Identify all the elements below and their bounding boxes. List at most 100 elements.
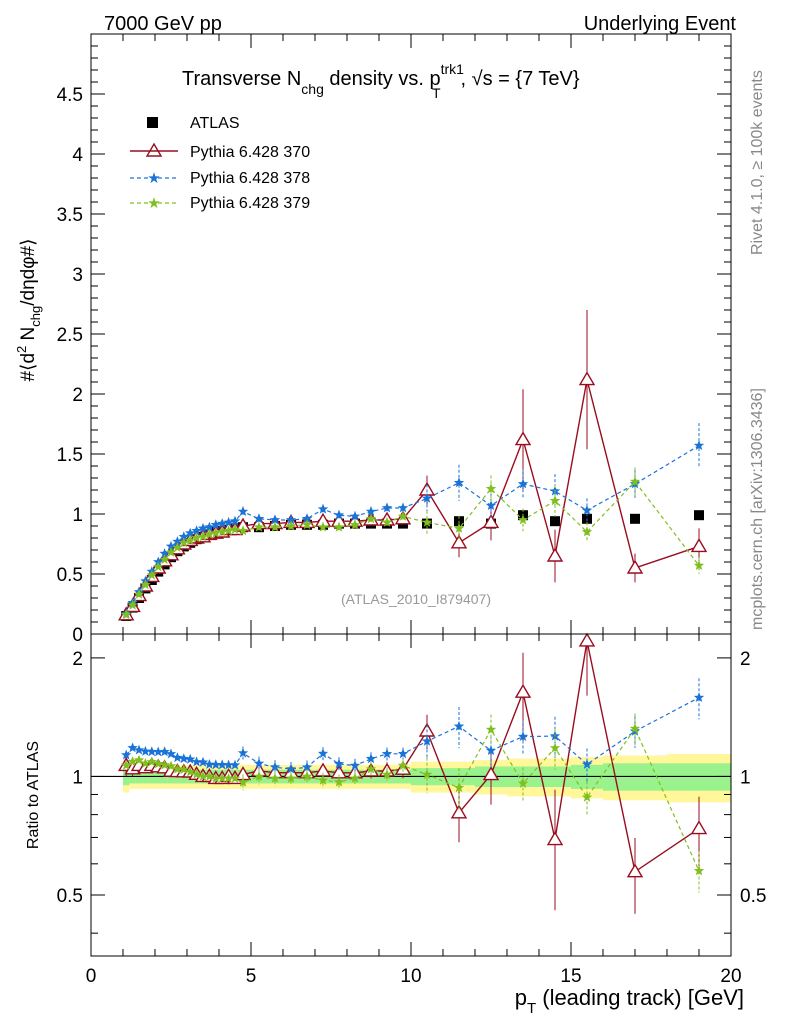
ratio-point-378 — [140, 745, 151, 756]
ratio-point-379 — [140, 758, 151, 768]
point-379 — [581, 526, 593, 537]
legend-marker-378: ★ — [147, 170, 160, 187]
ratio-point-378 — [185, 753, 196, 764]
ratio-point-378 — [381, 748, 393, 759]
ratio-point-378 — [146, 746, 157, 757]
point-atlas — [694, 510, 704, 521]
y-tick-label: 0 — [72, 625, 83, 646]
point-370 — [546, 547, 564, 562]
ratio-point-378 — [159, 746, 170, 757]
ratio-point-379 — [197, 771, 209, 781]
point-379 — [197, 531, 209, 542]
ratio-panel — [91, 632, 731, 914]
ratio-point-379 — [485, 724, 497, 734]
point-378 — [693, 440, 705, 450]
point-379 — [253, 521, 265, 532]
point-379 — [191, 532, 202, 543]
ratio-point-378 — [333, 758, 345, 769]
ratio-point-379 — [285, 772, 297, 783]
ratio-point-378 — [178, 753, 189, 764]
ratio-point-378 — [204, 759, 215, 769]
ratio-point-379 — [581, 791, 593, 802]
point-378 — [191, 525, 202, 536]
y-axis-label: #⟨d2 Nchg/dηdφ#⟩ — [14, 238, 43, 381]
y-tick-label: 3.5 — [57, 205, 83, 226]
point-379 — [549, 495, 561, 506]
legend-marker-379: ★ — [147, 195, 160, 212]
point-378 — [165, 540, 177, 551]
y-tick-label: 3 — [72, 265, 83, 286]
ratio-point-379 — [629, 723, 641, 733]
point-378 — [159, 548, 170, 558]
point-379 — [153, 561, 164, 572]
ratio-point-378 — [153, 746, 164, 757]
point-379 — [127, 599, 138, 610]
legend-label-370: Pythia 6.428 370 — [190, 144, 310, 161]
ratio-point-379 — [172, 763, 183, 774]
point-379 — [172, 542, 183, 552]
point-378 — [217, 518, 228, 528]
point-378 — [485, 500, 497, 510]
ratio-point-378 — [581, 758, 593, 769]
ratio-point-379 — [153, 758, 164, 769]
point-378 — [197, 522, 209, 533]
point-378 — [517, 478, 529, 489]
ratio-point-379 — [223, 772, 234, 783]
point-379 — [485, 483, 497, 494]
point-370 — [578, 371, 596, 386]
point-379 — [204, 528, 215, 539]
y-tick-label: 4 — [72, 145, 83, 166]
header-right: Underlying Event — [584, 13, 737, 35]
point-379 — [365, 513, 377, 524]
ratio-point-379 — [349, 772, 361, 783]
ratio-point-379 — [178, 764, 189, 774]
x-axis-label: pT (leading track) [GeV] — [515, 985, 744, 1017]
ratio-point-370 — [450, 804, 468, 819]
ratio-point-378 — [127, 742, 138, 753]
point-378 — [301, 513, 313, 524]
point-379 — [223, 525, 234, 536]
ratio-point-378 — [229, 759, 241, 770]
ratio-point-379 — [253, 771, 265, 781]
ratio-point-379 — [333, 776, 345, 787]
point-378 — [349, 510, 361, 521]
point-370 — [690, 538, 708, 553]
ratio-y-tick-label: 2 — [72, 649, 83, 670]
point-379 — [629, 476, 641, 486]
point-378 — [229, 515, 241, 526]
point-370 — [482, 514, 500, 529]
point-378 — [285, 514, 297, 525]
point-379 — [146, 569, 157, 580]
point-379 — [159, 554, 170, 564]
point-370 — [450, 534, 468, 549]
point-379 — [121, 609, 132, 620]
ratio-point-370 — [546, 831, 564, 846]
ratio-point-378 — [223, 759, 234, 770]
ratio-point-379 — [191, 768, 202, 779]
x-tick-label: 5 — [246, 966, 257, 987]
ratio-point-379 — [121, 759, 132, 770]
point-378 — [223, 516, 234, 527]
header-left: 7000 GeV pp — [104, 13, 222, 35]
ratio-point-378 — [121, 749, 132, 760]
ratio-point-378 — [517, 731, 529, 741]
point-378 — [204, 521, 215, 532]
point-378 — [178, 531, 189, 542]
legend: ATLAS Pythia 6.428 370 ★ Pythia 6.428 37… — [130, 115, 310, 212]
point-378 — [453, 477, 465, 488]
y-tick-label: 1 — [72, 505, 83, 526]
ratio-point-378 — [165, 748, 177, 759]
ratio-point-379 — [127, 756, 138, 766]
x-tick-label: 0 — [86, 966, 97, 987]
ratio-point-379 — [317, 774, 329, 785]
ratio-point-370 — [514, 683, 532, 698]
point-379 — [269, 521, 281, 532]
point-378 — [269, 514, 281, 525]
point-379 — [381, 516, 393, 527]
point-378 — [581, 504, 593, 515]
y-tick-label: 2.5 — [57, 325, 83, 346]
ratio-y-tick-label-right: 1 — [740, 767, 751, 788]
point-370 — [626, 559, 644, 574]
point-379 — [301, 519, 313, 530]
